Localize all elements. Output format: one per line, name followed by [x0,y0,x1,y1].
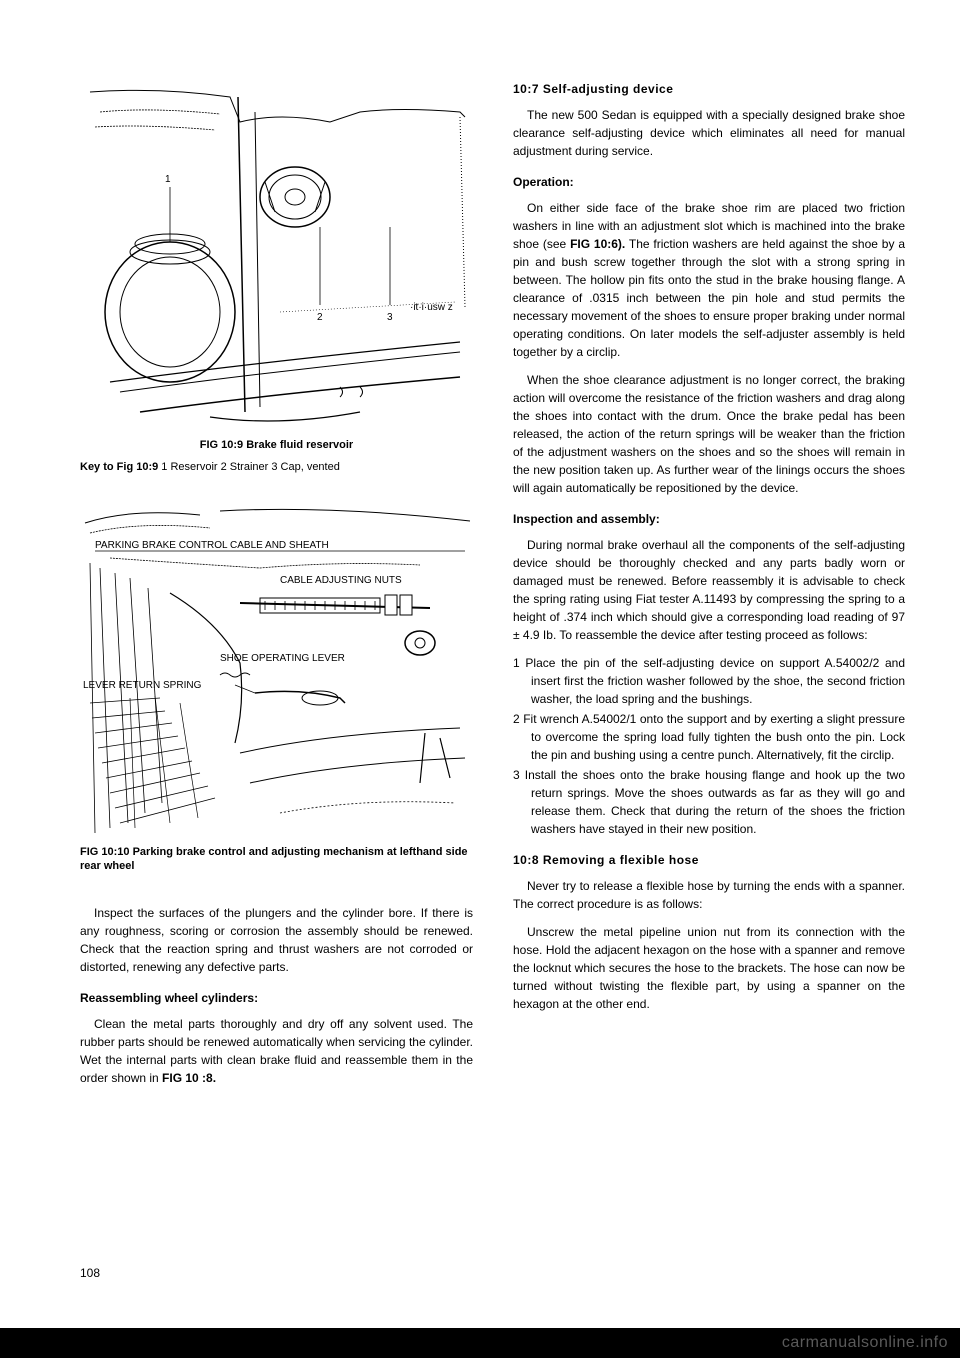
heading-10-7: 10:7 Self-adjusting device [513,82,905,96]
left-para-2: Clean the metal parts thoroughly and dry… [80,1015,473,1087]
r-para-2-bold: FIG 10:6). [570,237,625,251]
callout-3: 3 [387,312,393,323]
watermark: carmanualsonline.info [782,1334,948,1352]
left-para-2-bold: FIG 10 :8. [162,1071,216,1085]
figure-9-key: Key to Fig 10:9 1 Reservoir 2 Strainer 3… [80,461,473,473]
callout-2: 2 [317,312,323,323]
r10-8-para-1: Never try to release a flexible hose by … [513,877,905,913]
r-para-4: During normal brake overhaul all the com… [513,536,905,644]
callout-1: 1 [165,174,171,185]
svg-text:·it·i·usw z: ·it·i·usw z [410,302,453,313]
item-2: 2 Fit wrench A.54002/1 onto the support … [513,710,905,764]
fig10-label-2: CABLE ADJUSTING NUTS [280,575,402,586]
reassembling-heading: Reassembling wheel cylinders: [80,991,473,1005]
page-number: 108 [80,1266,100,1280]
figure-9-key-label: Key to Fig 10:9 [80,461,158,473]
heading-10-8: 10:8 Removing a flexible hose [513,853,905,867]
r-para-1: The new 500 Sedan is equipped with a spe… [513,106,905,160]
operation-heading: Operation: [513,175,905,189]
fig10-label-3: SHOE OPERATING LEVER [220,653,345,664]
r-para-3: When the shoe clearance adjustment is no… [513,371,905,497]
item-3: 3 Install the shoes onto the brake housi… [513,766,905,838]
item-1: 1 Place the pin of the self-adjusting de… [513,654,905,708]
r10-8-para-2: Unscrew the metal pipeline union nut fro… [513,923,905,1013]
inspection-heading: Inspection and assembly: [513,512,905,526]
figure-9-caption: FIG 10:9 Brake fluid reservoir [80,439,473,451]
fig10-label-1: PARKING BRAKE CONTROL CABLE AND SHEATH [95,540,329,551]
figure-9-key-text: 1 Reservoir 2 Strainer 3 Cap, vented [158,461,340,473]
r-para-2: On either side face of the brake shoe ri… [513,199,905,361]
figure-10-10: PARKING BRAKE CONTROL CABLE AND SHEATH C… [80,503,473,833]
r-para-2-suffix: The friction washers are held against th… [513,237,905,359]
left-para-1: Inspect the surfaces of the plungers and… [80,904,473,976]
figure-10-caption: FIG 10:10 Parking brake control and adju… [80,845,473,874]
left-para-2-prefix: Clean the metal parts thoroughly and dry… [80,1017,473,1085]
figure-10-9: ·it·i·usw z 1 2 3 [80,82,473,427]
fig10-label-4: LEVER RETURN SPRING [83,680,202,691]
